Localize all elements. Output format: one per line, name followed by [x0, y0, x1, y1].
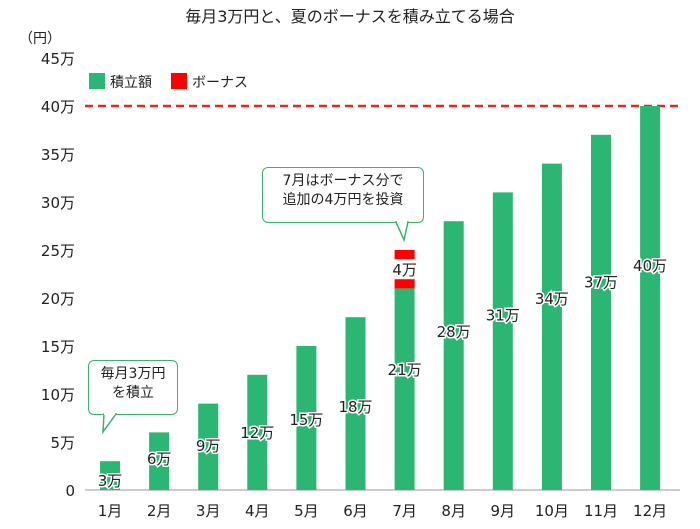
data-label-savings: 34万: [535, 290, 569, 308]
bar-savings: [296, 346, 317, 490]
legend-label-bonus: ボーナス: [192, 75, 248, 91]
y-tick-label: 40万: [41, 98, 75, 116]
bar-savings: [640, 106, 661, 490]
x-tick-label: 8月: [441, 502, 466, 520]
annotation-bonus: 7月はボーナス分で 追加の4万円を投資: [262, 167, 424, 223]
bar-savings: [100, 461, 120, 490]
data-label-savings: 15万: [289, 411, 323, 429]
x-tick-label: 5月: [294, 502, 319, 520]
bar-savings: [591, 134, 611, 491]
x-tick-label: 3月: [196, 502, 221, 520]
bar-savings: [247, 374, 268, 490]
y-tick-label: 45万: [41, 50, 75, 68]
chart-title: 毎月3万円と、夏のボーナスを積み立てる場合: [185, 7, 515, 26]
annotation-monthly: 毎月3万円 を積立: [88, 360, 178, 415]
y-tick-label: 0: [65, 482, 75, 500]
data-labels: 3万 6万 9万 12万 15万 18万 4万 21万 28万 31万 34万 37万 40万: [96, 256, 668, 492]
axes: 0 5万 10万 15万 20万 25万 30万 35万 40万 45万 1月 2月 3月 4月 5月 6月 7…: [41, 50, 680, 520]
y-tick-label: 5万: [50, 434, 75, 452]
x-tick-label: 9月: [491, 502, 516, 520]
x-tick-label: 4月: [245, 502, 270, 520]
legend-swatch-bonus: [171, 73, 187, 89]
annotation-monthly-line-2: を積立: [112, 385, 154, 401]
data-label-savings: 37万: [584, 274, 618, 292]
data-label-savings: 9万: [196, 437, 221, 455]
data-label-savings: 18万: [338, 398, 372, 416]
bar-savings: [345, 317, 366, 490]
x-tick-label: 1月: [98, 502, 123, 520]
y-tick-label: 20万: [41, 290, 75, 308]
x-tick-label: 12月: [633, 502, 667, 520]
bar-savings: [198, 403, 219, 490]
x-tick-label: 7月: [392, 502, 417, 520]
bar-savings: [394, 288, 415, 490]
legend-swatch-savings: [89, 73, 105, 89]
data-label-bonus: 4万: [392, 261, 417, 279]
y-tick-label: 30万: [41, 194, 75, 212]
annotation-bonus-line-2: 追加の4万円を投資: [282, 192, 404, 208]
bars: [100, 106, 661, 491]
data-label-savings: 21万: [388, 361, 422, 379]
bar-savings: [541, 163, 562, 490]
bar-savings: [149, 432, 170, 490]
annotation-bonus-line-1: 7月はボーナス分で: [282, 173, 404, 189]
y-unit-label: （円）: [19, 31, 61, 47]
data-label-savings: 3万: [98, 472, 123, 490]
bar-savings: [443, 221, 464, 490]
legend-label-savings: 積立額: [110, 75, 152, 91]
y-tick-label: 15万: [41, 338, 75, 356]
y-tick-label: 25万: [41, 242, 75, 260]
legend: 積立額 ボーナス: [89, 73, 248, 91]
x-tick-label: 10月: [535, 502, 569, 520]
y-tick-label: 10万: [41, 386, 75, 404]
bonus-label-band: [394, 259, 415, 280]
bar-savings: [492, 192, 513, 490]
annotation-monthly-line-1: 毎月3万円: [100, 366, 166, 382]
data-label-savings: 40万: [633, 257, 667, 275]
x-tick-label: 2月: [147, 502, 172, 520]
data-label-savings: 31万: [486, 306, 520, 324]
data-label-savings: 12万: [240, 424, 274, 442]
data-label-savings: 6万: [147, 450, 172, 468]
x-tick-label: 6月: [343, 502, 368, 520]
x-tick-label: 11月: [584, 502, 618, 520]
data-label-savings: 28万: [437, 323, 471, 341]
y-tick-label: 35万: [41, 146, 75, 164]
